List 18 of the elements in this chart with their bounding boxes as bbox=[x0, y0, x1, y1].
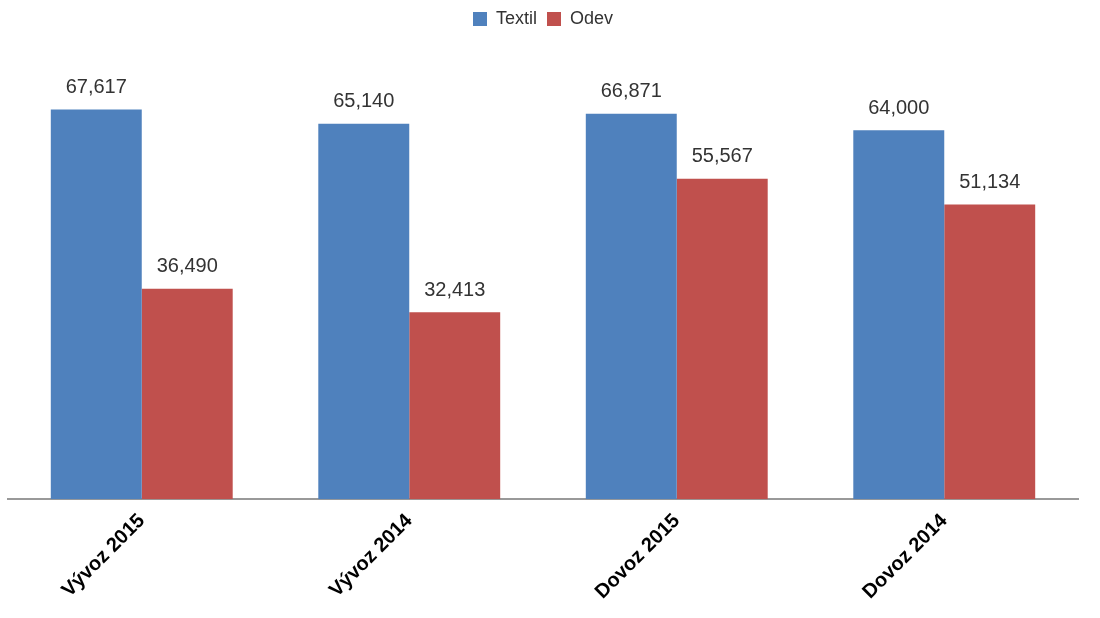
bar bbox=[944, 204, 1036, 500]
data-label: 36,490 bbox=[156, 254, 218, 277]
bar bbox=[141, 288, 233, 500]
bar bbox=[676, 178, 768, 500]
data-label: 64,000 bbox=[868, 95, 930, 118]
data-label: 32,413 bbox=[424, 277, 486, 300]
bar bbox=[50, 109, 142, 500]
data-label: 51,134 bbox=[959, 169, 1021, 192]
bar bbox=[853, 130, 945, 500]
bar bbox=[585, 113, 677, 500]
bar bbox=[409, 312, 501, 500]
data-label: 67,617 bbox=[65, 74, 127, 97]
data-label: 65,140 bbox=[333, 89, 395, 112]
legend-label: Textil bbox=[495, 7, 537, 28]
data-label: 66,871 bbox=[600, 79, 662, 102]
bar bbox=[318, 123, 410, 500]
data-label: 55,567 bbox=[691, 144, 753, 167]
legend-label: Odev bbox=[569, 7, 614, 28]
